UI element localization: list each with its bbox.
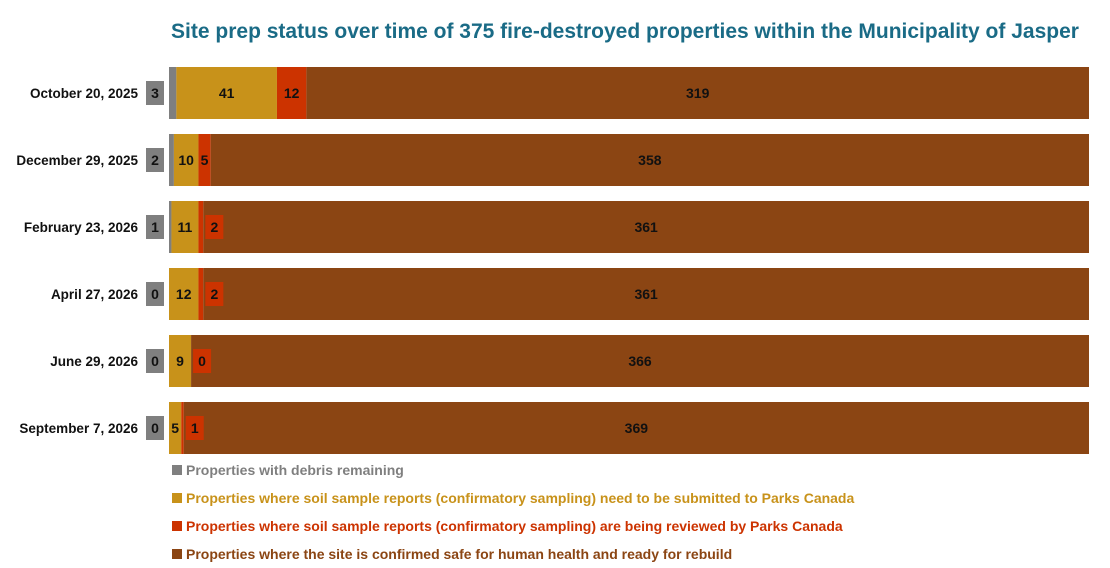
value-label-submit-june-29-2026: 9 bbox=[176, 353, 184, 369]
bar-safe-september-7-2026 bbox=[183, 402, 1090, 454]
bar-debris-december-29-2025 bbox=[169, 134, 174, 186]
legend-label-review: Properties where soil sample reports (co… bbox=[186, 518, 843, 534]
bar-debris-february-23-2026 bbox=[169, 201, 172, 253]
bar-review-february-23-2026 bbox=[198, 201, 204, 253]
legend-swatch-submit bbox=[172, 493, 182, 503]
value-label-review-september-7-2026: 1 bbox=[191, 420, 199, 436]
legend: Properties with debris remaining Propert… bbox=[170, 456, 1100, 568]
category-label-october-20-2025: October 20, 2025 bbox=[30, 86, 139, 101]
chart-title: Site prep status over time of 375 fire-d… bbox=[171, 20, 1079, 43]
category-label-june-29-2026: June 29, 2026 bbox=[50, 354, 138, 369]
legend-label-submit: Properties where soil sample reports (co… bbox=[186, 490, 855, 506]
value-label-review-october-20-2025: 12 bbox=[284, 85, 300, 101]
value-label-submit-september-7-2026: 5 bbox=[171, 420, 179, 436]
value-label-debris-february-23-2026: 1 bbox=[151, 219, 159, 235]
value-label-review-december-29-2025: 5 bbox=[201, 152, 209, 168]
bar-debris-october-20-2025 bbox=[169, 67, 177, 119]
legend-label-debris: Properties with debris remaining bbox=[186, 462, 404, 478]
bar-safe-april-27-2026 bbox=[203, 268, 1089, 320]
value-label-submit-april-27-2026: 12 bbox=[176, 286, 192, 302]
value-label-safe-february-23-2026: 361 bbox=[634, 219, 658, 235]
bar-submit-june-29-2026 bbox=[169, 335, 192, 387]
value-label-box-debris-june-29-2026 bbox=[146, 349, 164, 373]
value-label-review-june-29-2026: 0 bbox=[198, 353, 206, 369]
legend-item-submit: Properties where soil sample reports (co… bbox=[170, 484, 1100, 512]
bar-safe-june-29-2026 bbox=[191, 335, 1089, 387]
bar-safe-december-29-2025 bbox=[210, 134, 1089, 186]
value-label-box-review-september-7-2026 bbox=[185, 416, 204, 440]
legend-swatch-safe bbox=[172, 549, 182, 559]
bar-safe-october-20-2025 bbox=[306, 67, 1089, 119]
legend-label-safe: Properties where the site is confirmed s… bbox=[186, 546, 733, 562]
category-label-april-27-2026: April 27, 2026 bbox=[51, 287, 139, 302]
bar-review-september-7-2026 bbox=[181, 402, 184, 454]
value-label-debris-june-29-2026: 0 bbox=[151, 353, 159, 369]
bar-submit-september-7-2026 bbox=[169, 402, 182, 454]
category-label-september-7-2026: September 7, 2026 bbox=[19, 421, 138, 436]
value-label-box-review-june-29-2026 bbox=[193, 349, 212, 373]
value-label-debris-october-20-2025: 3 bbox=[151, 85, 159, 101]
value-label-submit-december-29-2025: 10 bbox=[178, 152, 194, 168]
value-label-submit-october-20-2025: 41 bbox=[219, 85, 235, 101]
value-label-safe-december-29-2025: 358 bbox=[638, 152, 662, 168]
category-label-december-29-2025: December 29, 2025 bbox=[16, 153, 138, 168]
bar-review-april-27-2026 bbox=[198, 268, 204, 320]
bar-safe-february-23-2026 bbox=[203, 201, 1089, 253]
value-label-box-debris-september-7-2026 bbox=[146, 416, 164, 440]
bar-submit-february-23-2026 bbox=[171, 201, 199, 253]
bar-review-october-20-2025 bbox=[276, 67, 307, 119]
value-label-review-february-23-2026: 2 bbox=[210, 219, 218, 235]
legend-item-safe: Properties where the site is confirmed s… bbox=[170, 540, 1100, 568]
value-label-submit-february-23-2026: 11 bbox=[178, 219, 193, 235]
value-label-review-april-27-2026: 2 bbox=[210, 286, 218, 302]
value-label-box-review-february-23-2026 bbox=[205, 215, 224, 239]
legend-swatch-debris bbox=[172, 465, 182, 475]
value-label-box-debris-october-20-2025 bbox=[146, 81, 164, 105]
category-label-february-23-2026: February 23, 2026 bbox=[24, 220, 139, 235]
bar-submit-december-29-2025 bbox=[173, 134, 199, 186]
bar-submit-october-20-2025 bbox=[176, 67, 277, 119]
value-label-safe-september-7-2026: 369 bbox=[625, 420, 649, 436]
legend-item-review: Properties where soil sample reports (co… bbox=[170, 512, 1100, 540]
value-label-box-review-april-27-2026 bbox=[205, 282, 224, 306]
value-label-box-debris-december-29-2025 bbox=[146, 148, 164, 172]
value-label-safe-october-20-2025: 319 bbox=[686, 85, 710, 101]
value-label-box-debris-february-23-2026 bbox=[146, 215, 164, 239]
bar-submit-april-27-2026 bbox=[169, 268, 199, 320]
bar-review-december-29-2025 bbox=[198, 134, 211, 186]
value-label-debris-september-7-2026: 0 bbox=[151, 420, 159, 436]
value-label-debris-december-29-2025: 2 bbox=[151, 152, 159, 168]
legend-item-debris: Properties with debris remaining bbox=[170, 456, 1100, 484]
value-label-box-debris-april-27-2026 bbox=[146, 282, 164, 306]
value-label-safe-june-29-2026: 366 bbox=[628, 353, 652, 369]
value-label-debris-april-27-2026: 0 bbox=[151, 286, 159, 302]
value-label-safe-april-27-2026: 361 bbox=[634, 286, 658, 302]
legend-swatch-review bbox=[172, 521, 182, 531]
